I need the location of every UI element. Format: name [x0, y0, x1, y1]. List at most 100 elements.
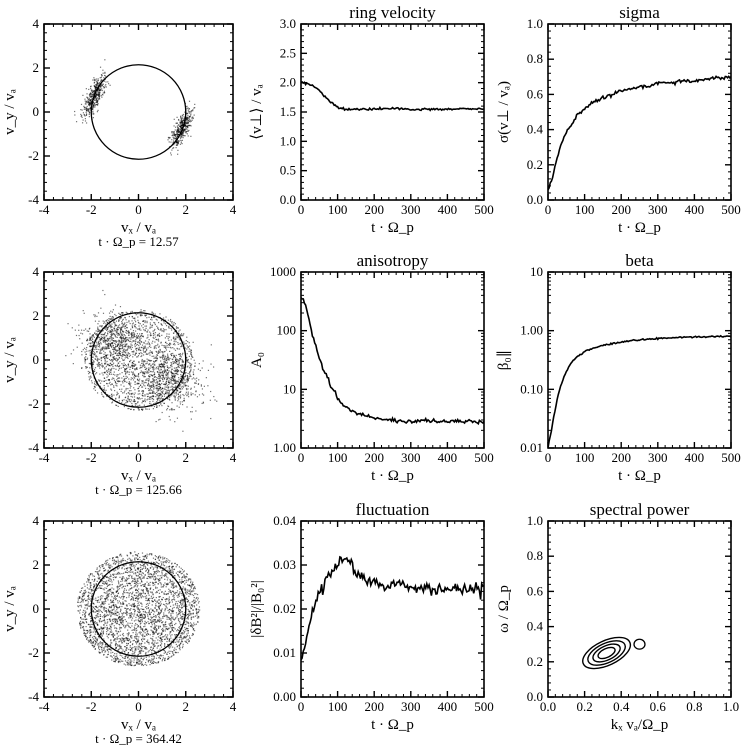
svg-text:3.0: 3.0	[280, 16, 296, 31]
svg-text:0.6: 0.6	[527, 86, 544, 101]
svg-text:100: 100	[575, 202, 595, 217]
time-caption: t · Ω_p = 364.42	[95, 731, 182, 745]
svg-text:1.00: 1.00	[273, 440, 296, 455]
svg-text:0.0: 0.0	[527, 192, 543, 207]
svg-text:-2: -2	[28, 148, 39, 163]
svg-text:0: 0	[135, 450, 142, 465]
svg-text:v_y / vₐ: v_y / vₐ	[2, 586, 18, 632]
svg-text:t · Ω_p: t · Ω_p	[371, 468, 414, 484]
svg-text:0: 0	[298, 450, 305, 465]
svg-text:t · Ω_p: t · Ω_p	[371, 220, 414, 236]
svg-text:t · Ω_p: t · Ω_p	[618, 220, 661, 236]
svg-text:4: 4	[33, 16, 40, 31]
svg-text:0: 0	[135, 202, 142, 217]
svg-text:300: 300	[401, 450, 421, 465]
svg-text:2.5: 2.5	[280, 45, 296, 60]
svg-text:0: 0	[135, 699, 142, 714]
svg-text:1000: 1000	[270, 264, 296, 279]
svg-text:100: 100	[277, 323, 297, 338]
svg-text:-2: -2	[28, 645, 39, 660]
svg-text:0.4: 0.4	[527, 122, 544, 137]
svg-text:v_y / vₐ: v_y / vₐ	[2, 337, 18, 383]
svg-text:0: 0	[33, 352, 40, 367]
sigma-panel: 01002003004005000.00.20.40.60.81.0sigmat…	[494, 0, 741, 248]
svg-text:1.00: 1.00	[520, 323, 543, 338]
svg-text:-4: -4	[39, 699, 50, 714]
svg-text:500: 500	[721, 450, 741, 465]
svg-text:sigma: sigma	[619, 3, 660, 22]
svg-text:0: 0	[545, 202, 552, 217]
svg-text:400: 400	[685, 202, 705, 217]
svg-text:-4: -4	[28, 689, 39, 704]
svg-text:A₀: A₀	[249, 352, 265, 368]
svg-text:400: 400	[438, 450, 458, 465]
svg-text:0: 0	[545, 450, 552, 465]
svg-text:0: 0	[33, 601, 40, 616]
svg-text:anisotropy: anisotropy	[357, 251, 429, 270]
scatter-panel: -4-2024-4-2024vₓ / vₐv_y / vₐt · Ω_p = 1…	[0, 0, 247, 248]
svg-text:200: 200	[611, 450, 631, 465]
svg-text:300: 300	[648, 202, 668, 217]
svg-text:4: 4	[33, 513, 40, 528]
svg-text:2: 2	[33, 557, 40, 572]
svg-text:500: 500	[474, 202, 494, 217]
svg-text:0.0: 0.0	[280, 192, 296, 207]
svg-text:10: 10	[530, 264, 543, 279]
time-caption: t · Ω_p = 12.57	[98, 234, 179, 248]
svg-text:10: 10	[283, 382, 296, 397]
svg-text:1.0: 1.0	[280, 133, 296, 148]
svg-text:500: 500	[474, 450, 494, 465]
anisotropy-panel: 0 100 200 300 400 500 1.00 10 100 1000 anisotropy t…	[247, 248, 494, 496]
svg-text:100: 100	[328, 450, 348, 465]
svg-text:t · Ω_p: t · Ω_p	[618, 468, 661, 484]
scatter-panel: -4-2024-4-2024vₓ / vₐv_y / vₐt · Ω_p = 1…	[0, 248, 247, 496]
svg-text:2: 2	[183, 699, 190, 714]
svg-text:1.5: 1.5	[280, 104, 296, 119]
svg-text:0: 0	[33, 104, 40, 119]
ring-velocity-panel: 01002003004005000.00.51.01.52.02.53.0rin…	[247, 0, 494, 248]
svg-text:200: 200	[364, 202, 384, 217]
svg-text:2: 2	[183, 450, 190, 465]
svg-text:100: 100	[575, 450, 595, 465]
svg-text:0.01: 0.01	[520, 440, 543, 455]
svg-text:-2: -2	[86, 699, 97, 714]
svg-text:300: 300	[401, 202, 421, 217]
contour-panel: 0.00.20.40.60.81.00.00.20.40.60.81.0spec…	[494, 497, 741, 745]
svg-text:v_y / vₐ: v_y / vₐ	[2, 89, 18, 135]
time-caption: t · Ω_p = 125.66	[95, 482, 182, 496]
svg-text:0.2: 0.2	[527, 157, 543, 172]
figure-grid: -4-2024-4-2024vₓ / vₐv_y / vₐt · Ω_p = 1…	[0, 0, 741, 745]
svg-text:4: 4	[230, 202, 237, 217]
svg-text:0.10: 0.10	[520, 382, 543, 397]
svg-text:2.0: 2.0	[280, 75, 296, 90]
svg-text:-4: -4	[39, 202, 50, 217]
svg-text:⟨v⊥⟩ / vₐ: ⟨v⊥⟩ / vₐ	[249, 84, 265, 140]
fluctuation-panel: 01002003004005000.000.010.020.030.04fluc…	[247, 497, 494, 745]
svg-text:300: 300	[648, 450, 668, 465]
svg-text:ring velocity: ring velocity	[349, 3, 436, 22]
svg-text:0.8: 0.8	[527, 51, 543, 66]
svg-text:-2: -2	[28, 396, 39, 411]
svg-text:-2: -2	[86, 450, 97, 465]
svg-text:2: 2	[33, 308, 40, 323]
scatter-panel: -4-2024-4-2024vₓ / vₐv_y / vₐt · Ω_p = 3…	[0, 497, 247, 745]
svg-text:400: 400	[438, 202, 458, 217]
svg-text:-4: -4	[28, 440, 39, 455]
svg-text:-2: -2	[86, 202, 97, 217]
svg-text:500: 500	[721, 202, 741, 217]
svg-text:200: 200	[364, 450, 384, 465]
svg-text:-4: -4	[39, 450, 50, 465]
svg-text:100: 100	[328, 202, 348, 217]
svg-text:4: 4	[33, 264, 40, 279]
svg-text:200: 200	[611, 202, 631, 217]
svg-text:2: 2	[33, 60, 40, 75]
svg-text:beta: beta	[625, 251, 654, 270]
svg-text:0.5: 0.5	[280, 163, 296, 178]
svg-text:β₀∥: β₀∥	[496, 350, 512, 370]
svg-text:4: 4	[230, 450, 237, 465]
svg-text:400: 400	[685, 450, 705, 465]
beta-panel: 0 100 200 300 400 500 0.01 0.10 1.00 10 beta t · Ω_…	[494, 248, 741, 496]
svg-text:4: 4	[230, 699, 237, 714]
svg-text:2: 2	[183, 202, 190, 217]
svg-text:σ(v⊥ / vₐ): σ(v⊥ / vₐ)	[496, 81, 512, 143]
